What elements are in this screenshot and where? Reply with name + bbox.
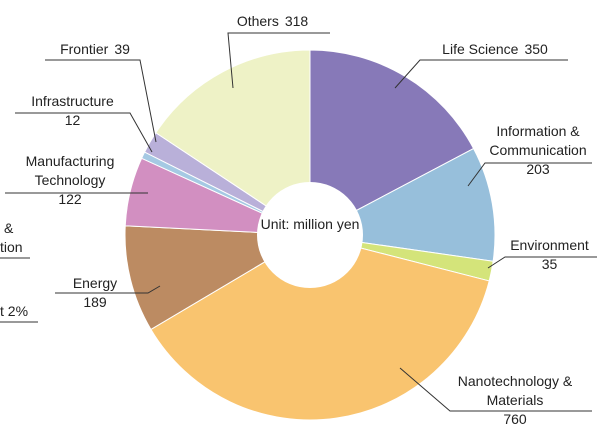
leader	[227, 32, 330, 89]
category-label: Life Science	[442, 41, 519, 57]
category-label: Environment	[510, 237, 589, 253]
leader	[399, 367, 592, 412]
value-label: 318	[284, 13, 309, 29]
value-label: 35	[541, 256, 558, 272]
annotation: &	[4, 220, 14, 236]
value-label: 189	[83, 294, 107, 310]
category-label: Frontier	[60, 41, 109, 57]
donut-hole	[257, 182, 363, 288]
slice	[150, 234, 490, 421]
slice	[155, 49, 311, 236]
leader	[394, 59, 568, 89]
category-label: Manufacturing Technology	[25, 153, 115, 188]
slice-label: Infrastructure 12	[15, 92, 130, 130]
center-label: Unit: million yen	[260, 216, 360, 232]
slice-label: Manufacturing Technology 122	[10, 152, 130, 209]
value-label: 760	[503, 411, 527, 427]
leader	[487, 256, 597, 269]
leaders	[0, 32, 597, 412]
slice-label: Frontier 39	[45, 40, 145, 59]
category-label: Nanotechnology & Materials	[457, 373, 573, 408]
value-label: 203	[526, 161, 550, 177]
category-label: Energy	[72, 275, 118, 291]
slice-label: Information & Communication 203	[478, 122, 598, 179]
category-label: Others	[236, 13, 279, 29]
slice-label: Environment 35	[500, 236, 599, 274]
leader	[467, 162, 592, 187]
value-label: 350	[524, 41, 548, 57]
annotation: t 2%	[0, 303, 29, 319]
annotation: tion	[0, 239, 23, 255]
leader	[45, 59, 157, 143]
slice-label: Energy 189	[55, 274, 135, 312]
value-label: 12	[64, 112, 81, 128]
slice-label: Nanotechnology & Materials 760	[440, 372, 590, 429]
leader	[55, 285, 161, 294]
slice-label: Others 318	[210, 12, 335, 31]
value-label: 122	[58, 191, 82, 207]
leader	[15, 112, 153, 153]
value-label: 39	[114, 41, 130, 57]
category-label: Infrastructure	[31, 93, 114, 109]
category-label: Information & Communication	[489, 123, 587, 158]
slice-label: Life Science 350	[420, 40, 570, 59]
